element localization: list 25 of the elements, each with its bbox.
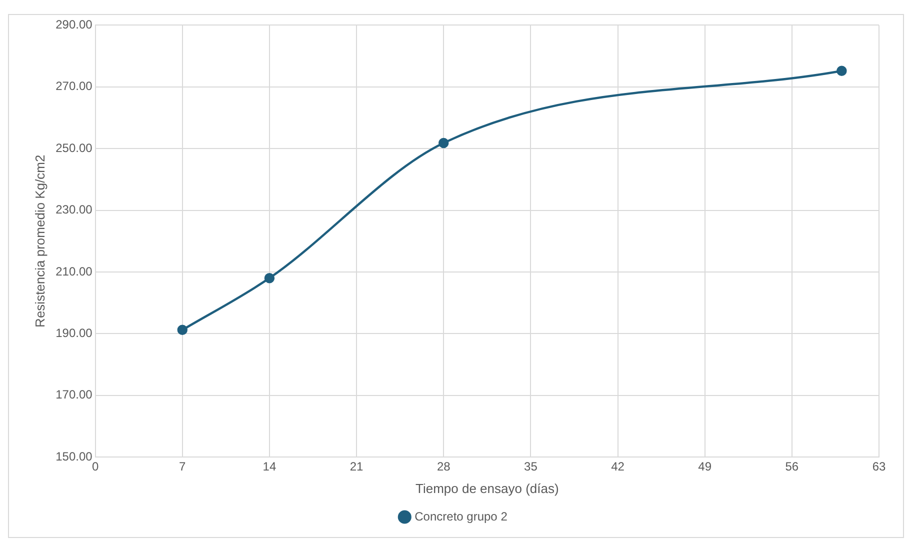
x-tick-label: 0 — [92, 460, 99, 474]
point — [177, 324, 188, 336]
x-tick-label: 7 — [179, 460, 186, 474]
x-tick-label: 42 — [611, 460, 625, 474]
x-tick-label: 21 — [350, 460, 364, 474]
x-tick-label: 56 — [785, 460, 799, 474]
point — [438, 138, 449, 148]
x-tick-label: 14 — [262, 460, 276, 474]
y-tick-label: 150.00 — [56, 449, 93, 464]
y-tick-label: 290.00 — [56, 18, 93, 32]
y-tick-label: 190.00 — [56, 326, 93, 340]
x-tick-label: 49 — [698, 460, 712, 474]
y-tick-label: 270.00 — [56, 79, 93, 94]
y-tick-label: 210.00 — [56, 264, 93, 278]
y-tick-label: 250.00 — [56, 140, 93, 155]
legend-label: Concreto grupo 2 — [414, 509, 508, 524]
x-tick-label: 63 — [872, 460, 886, 474]
point — [264, 272, 275, 284]
x-tick-label: 28 — [436, 460, 451, 474]
y-axis-title: Resistencia promedio Kg/cm2 — [32, 154, 48, 328]
y-tick-label: 170.00 — [56, 388, 93, 402]
y-tick-label: 230.00 — [56, 202, 93, 217]
x-axis-title: Tiempo de ensayo (días) — [415, 480, 559, 496]
x-tick-label: 35 — [524, 460, 538, 474]
point — [836, 66, 847, 76]
